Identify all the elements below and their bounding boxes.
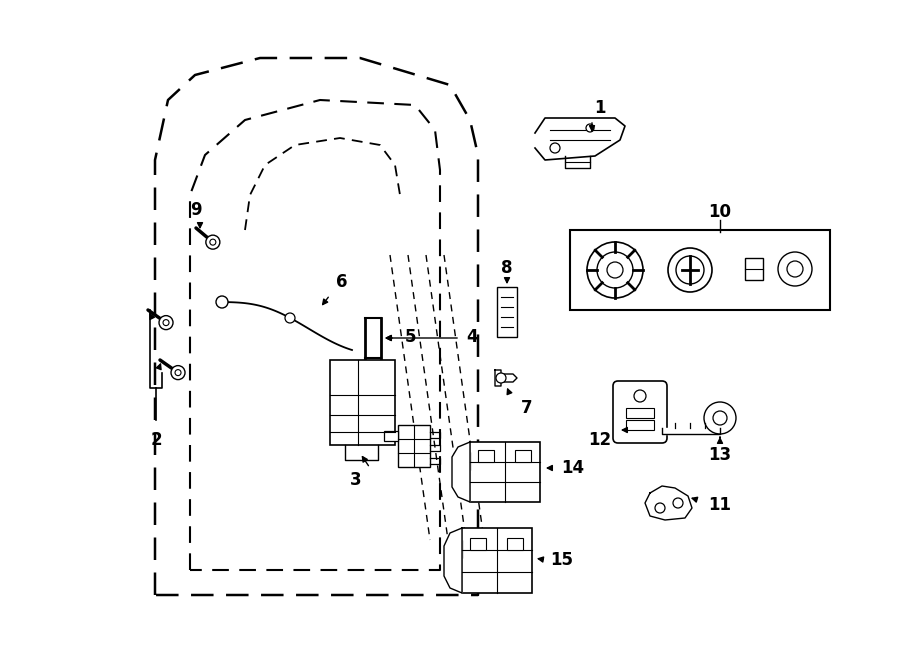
Bar [470, 538, 486, 550]
Bar [462, 528, 532, 593]
Text: 4: 4 [466, 328, 478, 346]
Circle shape [496, 373, 506, 383]
Circle shape [673, 498, 683, 508]
Text: 8: 8 [501, 259, 513, 277]
Circle shape [171, 366, 185, 379]
Bar [470, 442, 540, 502]
Bar [626, 420, 654, 430]
Bar [446, 540, 462, 558]
Bar [507, 538, 523, 550]
Circle shape [586, 124, 594, 132]
Polygon shape [452, 442, 470, 502]
Circle shape [668, 248, 712, 292]
Bar [398, 425, 430, 467]
Text: 9: 9 [190, 201, 202, 219]
Polygon shape [535, 118, 625, 160]
Text: 3: 3 [350, 471, 362, 489]
Text: 7: 7 [521, 399, 533, 417]
Circle shape [607, 262, 623, 278]
Text: 10: 10 [708, 203, 732, 221]
Bar [497, 287, 517, 337]
Text: 15: 15 [551, 551, 573, 569]
Circle shape [787, 261, 803, 277]
Polygon shape [645, 486, 692, 520]
Circle shape [159, 315, 173, 330]
Circle shape [550, 143, 560, 153]
Circle shape [676, 256, 704, 284]
Bar [478, 450, 494, 462]
Bar [454, 452, 470, 470]
Circle shape [778, 252, 812, 286]
Circle shape [713, 411, 727, 425]
Text: 14: 14 [562, 459, 585, 477]
Circle shape [587, 242, 643, 298]
Text: 12: 12 [589, 431, 612, 449]
Circle shape [597, 252, 633, 288]
Circle shape [210, 239, 216, 245]
Circle shape [206, 235, 220, 249]
Circle shape [655, 503, 665, 513]
Text: 13: 13 [708, 446, 732, 464]
Text: 6: 6 [337, 273, 347, 291]
Bar [330, 360, 395, 445]
Text: 11: 11 [708, 496, 732, 514]
Polygon shape [662, 428, 720, 434]
Bar [570, 230, 830, 310]
Circle shape [634, 390, 646, 402]
Polygon shape [444, 528, 462, 593]
Text: 2: 2 [150, 431, 162, 449]
Text: 1: 1 [594, 99, 606, 117]
Text: 5: 5 [404, 328, 416, 346]
Circle shape [704, 402, 736, 434]
Bar [626, 408, 654, 418]
FancyBboxPatch shape [613, 381, 667, 443]
Circle shape [216, 296, 228, 308]
Circle shape [163, 320, 169, 326]
Circle shape [175, 369, 181, 375]
Polygon shape [495, 370, 517, 386]
Bar [515, 450, 531, 462]
Bar [384, 431, 398, 441]
Circle shape [285, 313, 295, 323]
Bar [745, 258, 763, 280]
